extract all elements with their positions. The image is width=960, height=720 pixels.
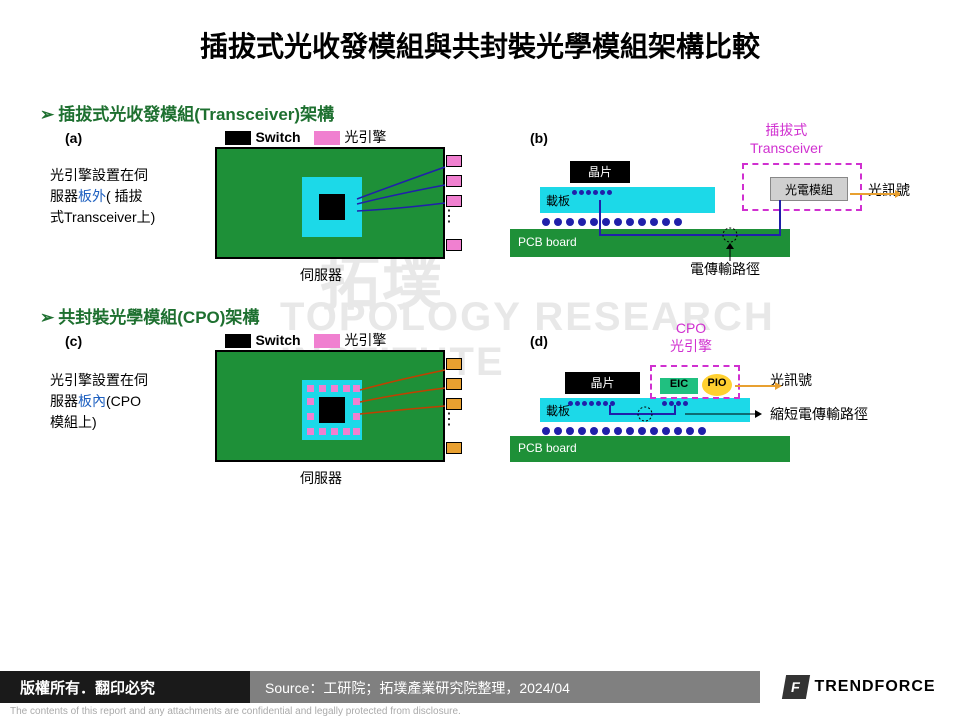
- server-a-label: 伺服器: [300, 265, 342, 285]
- legend2-engine-box: [314, 334, 340, 348]
- legend-switch-text: Switch: [255, 129, 300, 145]
- desc2-l2a: 服器: [50, 393, 78, 409]
- content-area: TOPOLOGY RESEARCH INSTITUTE 拓墣 插拔式光收發模組(…: [0, 65, 960, 625]
- diagram-b: PCB board 載板 晶片 光電模組 光訊號 電傳輸路徑: [510, 155, 920, 275]
- footer: 版權所有．翻印必究 Source：工研院；拓墣產業研究院整理，2024/04 F…: [0, 671, 960, 720]
- page-title: 插拔式光收發模組與共封裝光學模組架構比較: [0, 0, 960, 65]
- copyright-text: 版權所有．翻印必究: [0, 671, 250, 703]
- desc1-hl: 板外: [78, 188, 106, 204]
- transceiver-label: 插拔式 Transceiver: [750, 120, 823, 156]
- server-a: ⋮: [215, 147, 460, 262]
- panel-a-label: (a): [65, 130, 82, 146]
- disclaimer: The contents of this report and any atta…: [0, 703, 960, 720]
- desc2-l1: 光引擎設置在伺: [50, 372, 148, 388]
- desc1-l2a: 服器: [50, 188, 78, 204]
- legend2-switch-box: [225, 334, 251, 348]
- desc1-l1: 光引擎設置在伺: [50, 167, 148, 183]
- brand-icon: F: [782, 675, 810, 699]
- server-c: ⋮: [215, 350, 460, 465]
- legend-engine-text: 光引擎: [344, 129, 386, 145]
- panel-b-label: (b): [530, 130, 548, 146]
- source-text: Source：工研院；拓墣產業研究院整理，2024/04: [250, 671, 760, 703]
- legend-switch-box: [225, 131, 251, 145]
- desc2-hl: 板內: [78, 393, 106, 409]
- panel-c-label: (c): [65, 333, 82, 349]
- brand-text: TRENDFORCE: [814, 678, 935, 696]
- server-c-label: 伺服器: [300, 468, 342, 488]
- desc1-l2b: ( 插拔: [106, 188, 143, 204]
- legend2-engine-text: 光引擎: [344, 332, 386, 348]
- legend-engine-box: [314, 131, 340, 145]
- panel-d-label: (d): [530, 333, 548, 349]
- desc2-l2b: (CPO: [106, 393, 141, 409]
- section2-header: 共封裝光學模組(CPO)架構: [40, 303, 960, 328]
- diagram-d: PCB board 載板 晶片 EIC PIO 光訊號 縮短電傳輸路徑: [510, 360, 920, 480]
- desc2-l3: 模組上): [50, 414, 97, 430]
- cpo-label: CPO 光引擎: [670, 320, 712, 356]
- brand: F TRENDFORCE: [760, 671, 960, 703]
- desc1-l3: 式Transceiver上): [50, 209, 155, 225]
- legend2-switch-text: Switch: [255, 332, 300, 348]
